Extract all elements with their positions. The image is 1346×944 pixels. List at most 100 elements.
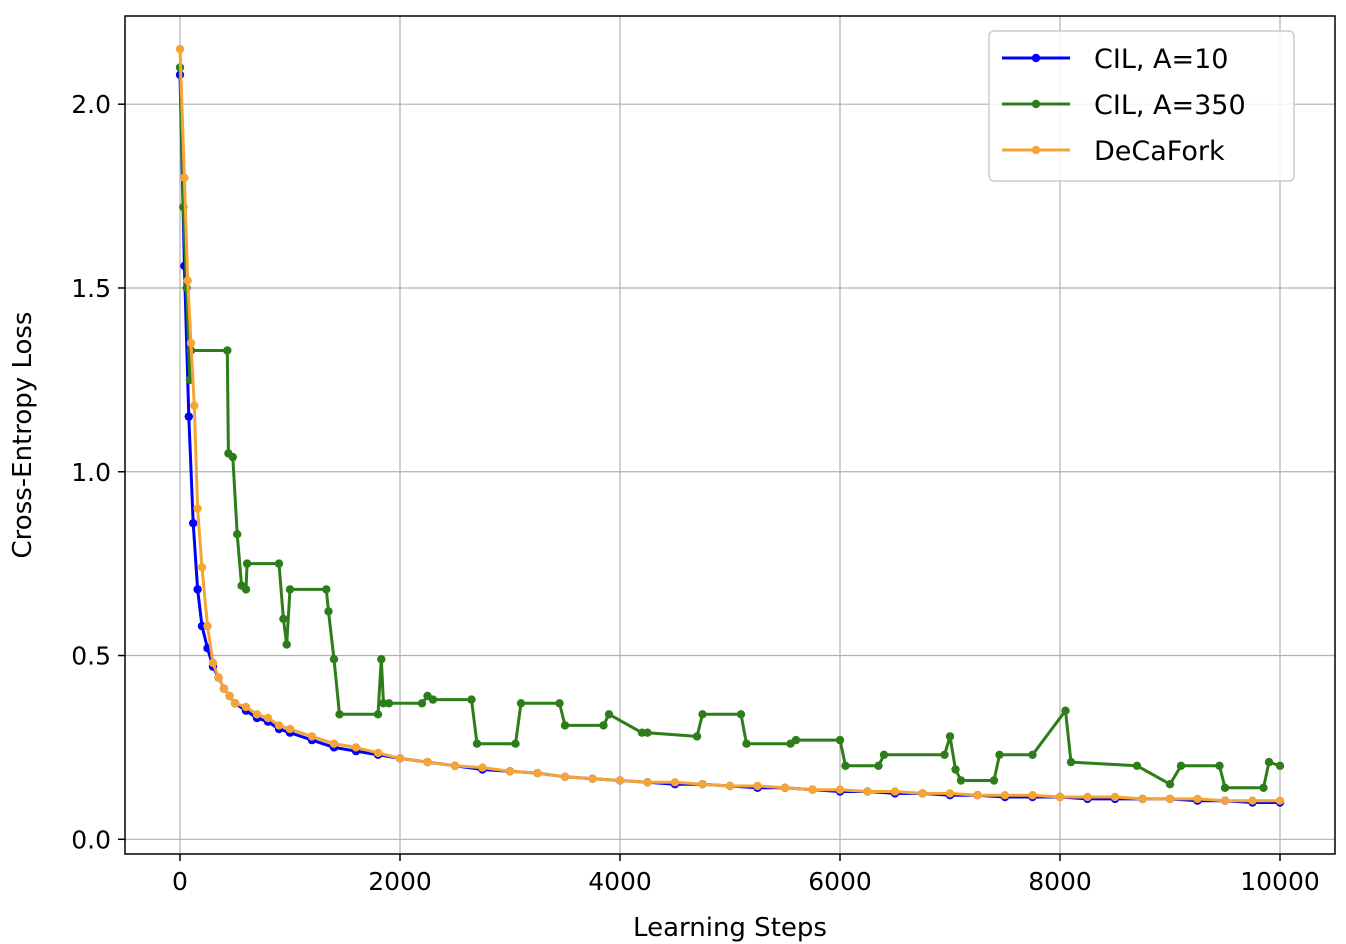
data-point: [1028, 791, 1037, 800]
y-axis-label: Cross-Entropy Loss: [8, 312, 38, 559]
legend-item: CIL, A=350: [1002, 90, 1246, 121]
legend-label: CIL, A=10: [1094, 44, 1228, 75]
data-point: [918, 789, 927, 798]
data-point: [219, 684, 229, 693]
data-point: [285, 724, 295, 734]
legend-label: DeCaFork: [1094, 136, 1225, 167]
data-point: [725, 781, 735, 791]
data-point: [423, 757, 432, 767]
data-point: [1176, 761, 1186, 770]
data-point: [228, 452, 237, 462]
data-point: [940, 750, 949, 759]
data-point: [175, 44, 185, 54]
data-point: [225, 691, 234, 701]
data-point: [193, 585, 202, 594]
data-point: [555, 699, 564, 708]
data-point: [214, 673, 223, 682]
data-point: [945, 732, 955, 741]
data-point: [989, 776, 999, 785]
data-point: [1083, 792, 1092, 802]
series-line: [178, 74, 1280, 804]
data-point: [329, 655, 339, 664]
data-point: [322, 585, 331, 594]
data-point: [956, 776, 966, 785]
data-point: [285, 585, 295, 594]
data-point: [274, 721, 284, 730]
y-tick-label: 2.0: [71, 90, 111, 119]
data-point: [1259, 783, 1268, 792]
data-point: [417, 699, 427, 708]
data-point: [428, 695, 438, 704]
data-point: [1264, 757, 1274, 767]
y-tick-label: 1.0: [71, 458, 111, 487]
y-axis-ticks: 0.0 0.5 1.0 1.5 2.0: [71, 90, 125, 854]
data-point: [505, 767, 515, 776]
data-point: [307, 732, 317, 741]
data-point: [780, 783, 790, 792]
data-point: [516, 699, 526, 708]
data-point: [189, 519, 198, 528]
data-point: [670, 778, 680, 787]
data-point: [599, 721, 608, 730]
data-point: [184, 412, 193, 421]
data-point: [890, 787, 900, 796]
data-point: [450, 761, 460, 770]
data-point: [791, 735, 801, 745]
data-point: [511, 739, 520, 748]
data-point: [1220, 796, 1230, 805]
data-point: [1055, 792, 1065, 802]
data-point: [1275, 796, 1285, 805]
data-point: [879, 750, 889, 759]
data-point: [1248, 796, 1257, 805]
data-point: [973, 791, 982, 800]
y-tick-label: 1.5: [71, 274, 111, 303]
legend-item: CIL, A=10: [1002, 44, 1228, 75]
data-point: [241, 702, 251, 712]
data-point: [1000, 791, 1010, 800]
plot-frame: [124, 15, 1336, 855]
data-point: [604, 710, 614, 719]
data-point: [242, 559, 252, 568]
data-point: [274, 559, 284, 568]
data-point: [698, 710, 707, 719]
data-point: [1215, 761, 1224, 770]
data-point: [835, 735, 845, 745]
data-point: [223, 346, 232, 355]
data-point: [377, 655, 386, 664]
data-point: [373, 748, 383, 758]
data-point: [643, 778, 652, 787]
legend: CIL, A=10 CIL, A=350 DeCaFork: [988, 30, 1295, 182]
data-point: [197, 563, 207, 572]
data-point: [841, 761, 850, 770]
data-point: [467, 695, 476, 704]
data-point: [1165, 780, 1175, 789]
x-tick-label: 4000: [588, 867, 652, 896]
data-point: [1028, 750, 1037, 759]
data-point: [863, 787, 872, 796]
data-point: [252, 710, 262, 719]
data-point: [186, 338, 196, 348]
data-point: [643, 728, 652, 737]
data-point: [835, 785, 845, 794]
data-point: [233, 530, 242, 539]
data-point: [324, 607, 333, 616]
data-point: [1193, 794, 1202, 804]
data-point: [1275, 761, 1285, 770]
y-tick-label: 0.5: [71, 642, 111, 671]
data-point: [279, 614, 288, 623]
data-point: [373, 710, 383, 719]
data-point: [560, 721, 570, 730]
data-point: [351, 743, 361, 752]
data-point: [951, 765, 960, 774]
data-point: [203, 621, 212, 631]
data-point: [560, 772, 570, 781]
legend-marker: [1031, 53, 1041, 63]
data-point: [180, 173, 189, 182]
data-point: [263, 713, 273, 723]
data-point: [241, 585, 251, 594]
data-point: [1220, 783, 1230, 792]
x-tick-label: 8000: [1028, 867, 1092, 896]
data-point: [874, 761, 883, 770]
series-decafork: [175, 44, 1285, 805]
